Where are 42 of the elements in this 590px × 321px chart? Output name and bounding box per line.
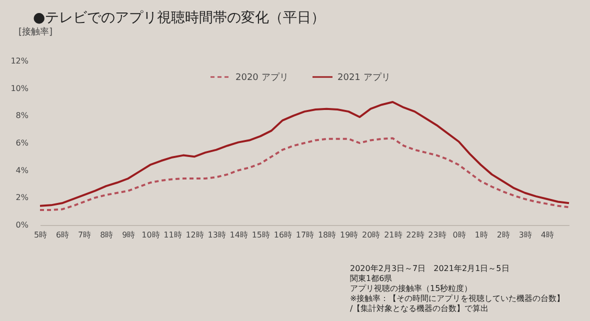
y-tick-label: 0% [16,220,29,230]
line-series [39,101,570,207]
text: /【集計対象となる機器の台数】で算出 [350,304,489,313]
x-tick-label: 8時 [100,230,114,240]
text: ※接触率：【その時間にアプリを視聴していた機器の台数】 [350,294,565,303]
text: 関東1都6県 [350,274,392,283]
x-tick-label: 21時 [384,230,402,240]
x-tick-label: 18時 [318,230,336,240]
y-axis-title: [接触率] [18,26,53,38]
x-tick-label: 10時 [142,230,160,240]
text: アプリ視聴の接触率（15秒粒度） [350,284,472,293]
line-series [39,137,570,211]
x-tick-label: 12時 [186,230,204,240]
legend-label: 2021 アプリ [338,72,390,83]
x-tick-label: 4時 [540,230,554,240]
x-tick-label: 23時 [428,230,446,240]
x-tick-label: 5時 [34,230,48,240]
y-tick-label: 2% [16,193,29,202]
x-tick-label: 1時 [474,230,488,240]
x-tick-label: 9時 [122,230,136,240]
x-tick-label: 7時 [78,230,92,240]
x-tick-label: 11時 [164,230,182,240]
x-tick-label: 14時 [230,230,248,240]
x-tick-label: 3時 [518,230,532,240]
y-tick-label: 4% [16,166,29,175]
chart-title: ●テレビでのアプリ視聴時間帯の変化（平日） [33,10,326,26]
x-tick-label: 19時 [340,230,358,240]
x-tick-label: 13時 [208,230,226,240]
x-tick-label: 17時 [296,230,314,240]
y-tick-label: 12% [10,56,29,66]
x-tick-label: 16時 [274,230,292,240]
legend-label: 2020 アプリ [236,72,288,83]
x-tick-label: 6時 [56,230,70,240]
x-tick-label: 15時 [252,230,270,240]
x-tick-label: 2時 [496,230,510,240]
text: 2020年2月3日～7日 2021年2月1日～5日 [350,264,510,273]
y-tick-label: 8% [16,111,29,120]
x-tick-label: 20時 [362,230,380,240]
x-tick-label: 22時 [406,230,424,240]
x-tick-label: 0時 [452,230,466,240]
y-tick-label: 6% [16,138,29,148]
y-tick-label: 10% [10,84,29,93]
